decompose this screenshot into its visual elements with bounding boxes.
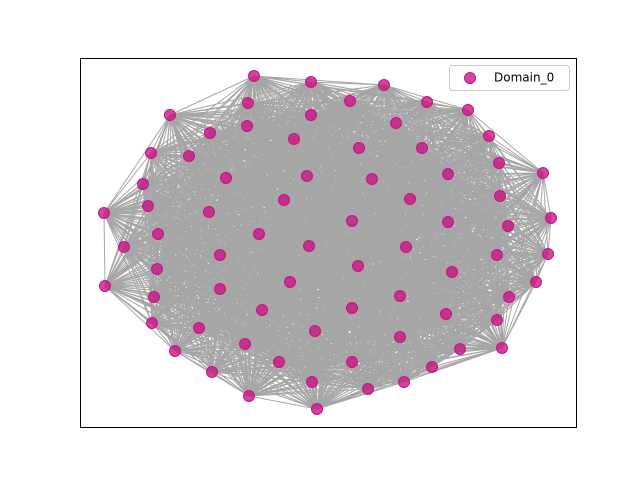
node	[362, 383, 374, 395]
node	[137, 178, 149, 190]
node	[243, 390, 255, 402]
node	[206, 366, 218, 378]
node	[145, 147, 157, 159]
node	[183, 150, 195, 162]
node	[303, 240, 315, 252]
node	[400, 241, 412, 253]
node	[493, 157, 505, 169]
node	[99, 280, 111, 292]
node	[442, 216, 454, 228]
node	[214, 283, 226, 295]
axes-frame	[80, 58, 577, 428]
node	[398, 376, 410, 388]
node	[204, 127, 216, 139]
node	[256, 304, 268, 316]
node	[394, 331, 406, 343]
node	[346, 302, 358, 314]
node	[248, 70, 260, 82]
node	[305, 109, 317, 121]
node	[273, 356, 285, 368]
node	[494, 190, 506, 202]
node	[203, 206, 215, 218]
node	[220, 172, 232, 184]
node	[496, 342, 508, 354]
node	[483, 130, 495, 142]
node	[311, 403, 323, 415]
node	[491, 314, 503, 326]
node	[530, 276, 542, 288]
node	[288, 133, 300, 145]
node	[390, 117, 402, 129]
node	[344, 95, 356, 107]
node	[446, 266, 458, 278]
node	[491, 249, 503, 261]
node	[346, 356, 358, 368]
node	[253, 228, 265, 240]
node	[503, 291, 515, 303]
node	[416, 142, 428, 154]
legend-label: Domain_0	[494, 71, 554, 85]
node	[146, 317, 158, 329]
node	[169, 345, 181, 357]
node	[378, 79, 390, 91]
node	[462, 104, 474, 116]
node	[98, 207, 110, 219]
node	[545, 212, 557, 224]
node	[193, 322, 205, 334]
node	[242, 97, 254, 109]
node	[151, 263, 163, 275]
node	[301, 170, 313, 182]
node	[442, 168, 454, 180]
node	[278, 194, 290, 206]
node	[346, 215, 358, 227]
legend: Domain_0	[449, 65, 570, 91]
node	[537, 167, 549, 179]
node	[404, 193, 416, 205]
node	[284, 276, 296, 288]
node	[426, 361, 438, 373]
node	[394, 290, 406, 302]
node	[309, 325, 321, 337]
node	[502, 220, 514, 232]
node	[214, 249, 226, 261]
node	[352, 260, 364, 272]
node	[142, 200, 154, 212]
node	[542, 248, 554, 260]
node	[440, 308, 452, 320]
node	[421, 96, 433, 108]
node	[164, 109, 176, 121]
node	[152, 228, 164, 240]
node	[305, 76, 317, 88]
node	[118, 241, 130, 253]
node	[454, 343, 466, 355]
node	[148, 291, 160, 303]
legend-marker	[464, 72, 476, 84]
node	[366, 173, 378, 185]
node	[241, 120, 253, 132]
node	[353, 142, 365, 154]
nodes	[98, 70, 557, 415]
node	[306, 376, 318, 388]
legend-box	[449, 65, 570, 91]
node	[239, 338, 251, 350]
